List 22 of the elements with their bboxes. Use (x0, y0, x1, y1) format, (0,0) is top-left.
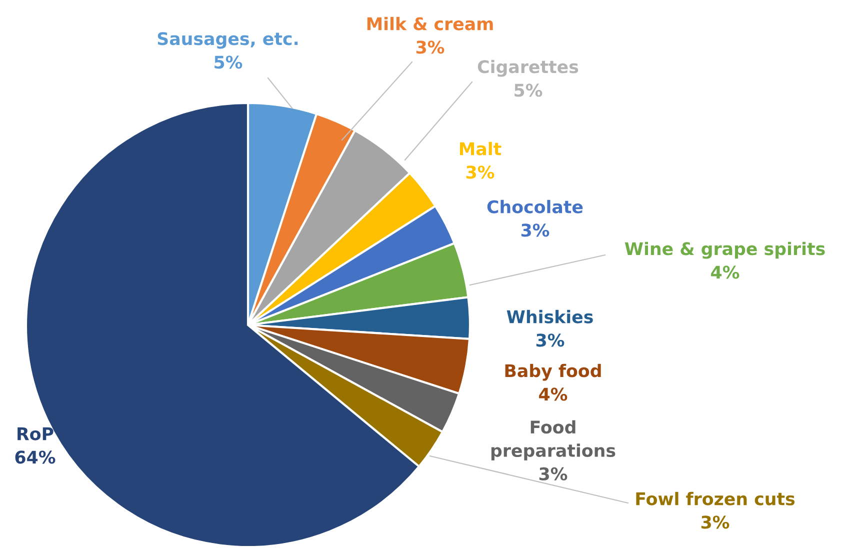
slice-label: Food preparations (491, 420, 616, 460)
data-label: 3% (539, 467, 568, 480)
slice-label: Whiskies (506, 310, 593, 324)
slice-label: Wine & grape spirits (624, 242, 825, 259)
data-label: 64% (15, 450, 56, 464)
data-label: 5% (514, 84, 542, 97)
data-label: 5% (214, 56, 242, 69)
data-label: 3% (466, 166, 494, 179)
slice-label: Chocolate (487, 200, 583, 214)
data-label: 4% (539, 388, 568, 401)
slice-label: Fowl frozen cuts (636, 492, 795, 506)
slice-label: Cigarettes (478, 60, 578, 77)
data-label: 4% (711, 266, 740, 279)
slice-label: Sausages, etc. (158, 32, 298, 49)
data-label: 3% (416, 40, 444, 54)
data-label: 3% (521, 224, 550, 237)
data-label: 3% (701, 516, 730, 529)
slice-label: Malt (460, 142, 502, 156)
data-label: 3% (536, 334, 564, 347)
slice-label: Milk & cream (367, 16, 493, 30)
slice-label: RoP (18, 427, 54, 440)
slice-label: Baby food (505, 364, 601, 381)
